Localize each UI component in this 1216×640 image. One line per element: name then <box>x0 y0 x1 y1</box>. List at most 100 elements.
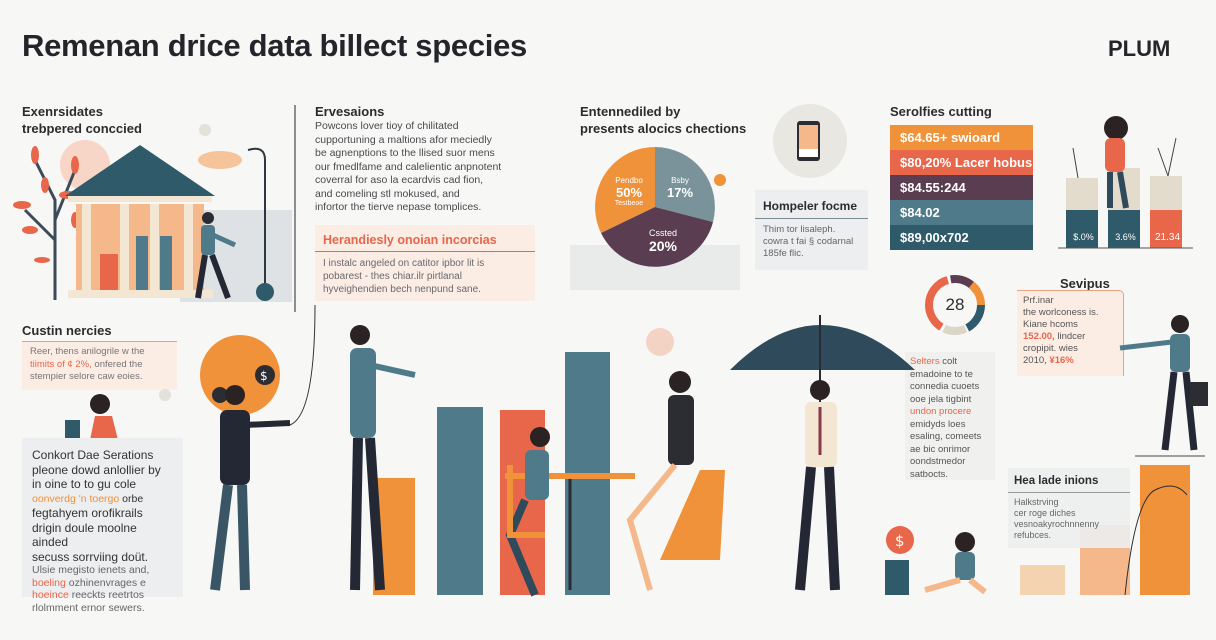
phone-icon <box>773 104 847 178</box>
pointing-woman <box>1119 315 1208 457</box>
slice-value: 20% <box>648 238 678 254</box>
band-row: $64.65+ swioard <box>890 125 1033 150</box>
sitting-child <box>924 532 987 595</box>
conkort-line: rlolmment ernor sewers. <box>32 601 145 614</box>
sevipus-highlight: 152.00, <box>1023 331 1055 342</box>
phone-card-line: Thim tor lisaleph. <box>763 224 836 235</box>
conkort-line: fegtahyem orofikrails <box>32 506 143 520</box>
conkort-line: orbe <box>122 492 144 505</box>
body-line: coverral for aso la ecardvis cad fion, <box>315 174 484 186</box>
side-note-box: Selters colt emadoine to te connedia cuo… <box>905 352 995 480</box>
umbrella-illustration: $ <box>730 315 915 595</box>
sevipus-line: lindcer <box>1057 331 1086 342</box>
band-row: $89,00x702 <box>890 225 1033 250</box>
walking-person <box>195 212 237 300</box>
custin-highlight: tiimits of ¢ 2%, <box>30 358 92 370</box>
lamp-post <box>247 147 266 285</box>
pie-slice <box>655 147 715 222</box>
podium-label: 3.6% <box>1115 232 1136 242</box>
section2-body: Powcons lover tioy of chilitated cupport… <box>315 120 545 215</box>
conkort-highlight: boeling <box>32 576 66 589</box>
section3-heading-line1: Entennediled by <box>580 104 681 119</box>
girl-laptop <box>65 389 171 440</box>
sevipus-highlight: ¥16% <box>1049 355 1074 366</box>
sevipus-line: cropipit. wies <box>1023 343 1078 354</box>
custin-box: Reer, thens anilogrile w the tiimits of … <box>22 341 177 390</box>
body-line: Powcons lover tioy of chilitated <box>315 120 459 132</box>
side-note-line: colt <box>942 356 958 367</box>
conkort-line: ozhinenvrages e <box>68 576 146 589</box>
standing-woman-phone <box>350 325 416 591</box>
callout-box: Herandiesly onoian incorcias I instalc a… <box>315 225 535 301</box>
podium-illustration <box>1058 116 1193 249</box>
custin-heading: Custin nercies <box>22 323 112 338</box>
callout-line: I instalc angeled on catitor ipbor lit i… <box>323 258 485 269</box>
conkort-line: pleone dowd anlollier by <box>32 462 161 477</box>
hea-box-line: refubces. <box>1014 530 1052 540</box>
side-note-line: oondstmedor <box>910 456 966 467</box>
pie-label-gray: Bsby 17% <box>660 176 700 200</box>
sitting-woman <box>626 371 725 591</box>
bar <box>1140 465 1190 595</box>
conkort-highlight: hoeince <box>32 589 69 601</box>
hea-box-line: Halkstrving <box>1014 497 1059 507</box>
sevipus-line: 2010, <box>1023 355 1047 366</box>
slice-label: Bsby <box>671 176 689 185</box>
section1-heading-line1: Exenrsidates <box>22 104 103 119</box>
dollar-coin-icon <box>886 526 914 554</box>
sevipus-line: Prf.inar <box>1023 295 1054 306</box>
bar <box>1020 565 1065 595</box>
section3-heading-line2: presents alocics chections <box>580 121 747 136</box>
slice-label: Pendbo <box>615 176 643 185</box>
band-row: $84.55:244 <box>890 175 1033 200</box>
side-note-line: esaling, comeets <box>910 431 982 442</box>
body-line: infortor the tierve nepase tomplices. <box>315 201 482 213</box>
bank-illustration <box>13 105 296 312</box>
conkort-line: in oine to to gu cole <box>32 477 137 491</box>
svg-text:$: $ <box>260 369 268 383</box>
donut-chart <box>925 275 985 335</box>
bar <box>437 407 483 595</box>
callout-heading: Herandiesly onoian incorcias <box>315 225 535 252</box>
conkort-line: secuss sorrviing doüt. <box>32 549 149 564</box>
podium-label: $.0% <box>1073 232 1094 242</box>
cutting-heading: Serolfies cutting <box>890 104 992 119</box>
conkort-line: reeckts reetrtos <box>71 589 145 601</box>
side-note-line: ooe jela tigbint <box>910 393 972 405</box>
band-row: $84.02 <box>890 200 1033 225</box>
slice-value: 17% <box>666 185 694 200</box>
side-note-line: satbocts. <box>910 468 949 480</box>
side-note-line: ae bic onrimor <box>910 443 971 455</box>
sitting-man <box>505 427 550 597</box>
body-line: cupportuning a maltions afor meciedly <box>315 133 492 146</box>
cutting-bands: $64.65+ swioard $80,20% Lacer hobus $84.… <box>890 125 1033 250</box>
body-line: be agnenptions to the llised suor mens <box>315 147 495 159</box>
section1-heading-line2: trebpered conccied <box>22 121 142 136</box>
tree-icon <box>13 146 79 300</box>
phone-card-heading: Hompeler focme <box>755 190 868 219</box>
page-title: Remenan drice data billect species <box>22 28 527 63</box>
section2-heading: Ervesaions <box>315 104 385 119</box>
slice-sublabel: Testbeoe <box>614 200 644 207</box>
pie-slice <box>601 207 713 267</box>
custin-line: onfered the <box>94 358 143 370</box>
section2: Ervesaions Powcons lover tioy of chilita… <box>315 103 545 215</box>
slice-label: Cssted <box>648 228 677 238</box>
sevipus-heading: Sevipus <box>1060 276 1110 291</box>
svg-text:$: $ <box>895 532 905 550</box>
custin-line: Reer, thens anilogrile w the <box>30 346 145 357</box>
custin-line: stempier selore caw eoies. <box>30 371 143 382</box>
side-note-line: emidyds loes <box>910 418 966 430</box>
conkort-box: Conkort Dae Serations pleone dowd anloll… <box>22 438 183 614</box>
side-note-line: connedia cuoets <box>910 381 980 392</box>
band-row: $80,20% Lacer hobus <box>890 150 1033 175</box>
phone-card-line: 185fe flic. <box>763 248 804 259</box>
side-note-lead: Selters <box>910 356 940 367</box>
conkort-line: drigin doule moolne ainded <box>32 520 137 550</box>
hea-box-line: cer roge diches <box>1014 508 1076 518</box>
hea-box-heading: Hea lade inions <box>1008 468 1130 493</box>
hea-box: Hea lade inions Halkstrving cer roge dic… <box>1008 468 1130 548</box>
side-note-highlight: undon procere <box>910 406 972 417</box>
body-line: our fmedlfame and calelientic anpnotent <box>315 160 502 173</box>
body-line: and comeling stl mokused, and <box>315 187 460 200</box>
